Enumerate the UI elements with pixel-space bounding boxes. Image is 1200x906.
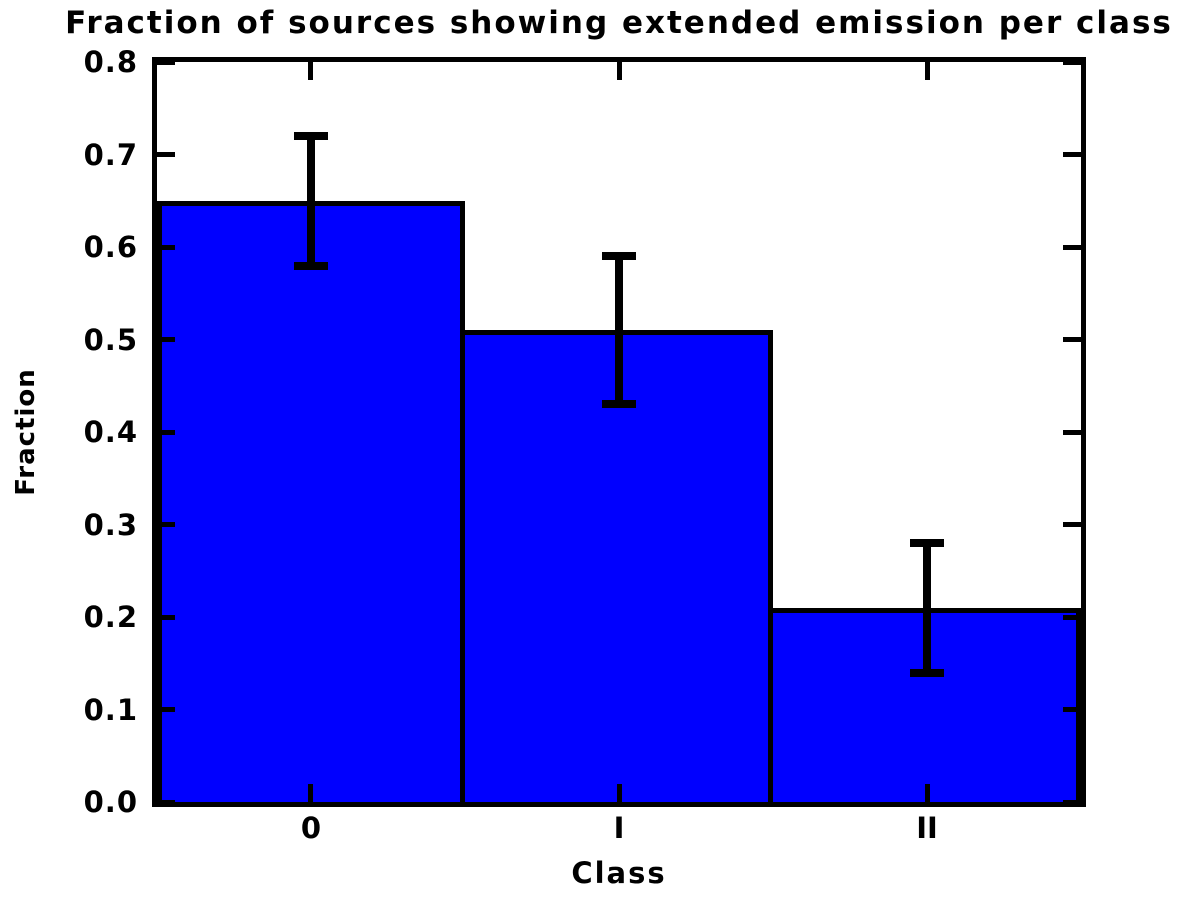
y-axis-tick (157, 799, 175, 805)
error-bar-cap (293, 132, 328, 140)
x-axis-tick (308, 784, 314, 802)
y-axis-tick (157, 152, 175, 157)
x-axis-title: Class (571, 856, 667, 890)
x-tick-label: II (916, 811, 938, 845)
y-axis-tick (157, 244, 175, 250)
y-tick-label: 0.4 (83, 415, 138, 449)
y-axis-tick (157, 522, 175, 527)
error-bar-cap (910, 538, 944, 547)
error-bar-line (306, 136, 315, 266)
x-tick-label: I (613, 811, 625, 845)
bar (157, 200, 465, 802)
y-tick-label: 0.5 (83, 322, 138, 357)
y-axis-title: Fraction (11, 368, 41, 496)
x-axis-tick (616, 62, 622, 80)
y-axis-tick (1063, 429, 1081, 435)
y-tick-label: 0.3 (83, 507, 138, 542)
y-axis-tick (1063, 337, 1081, 342)
error-bar-cap (910, 668, 944, 677)
y-tick-label: 0.1 (83, 692, 138, 727)
y-axis-tick (157, 707, 175, 712)
y-tick-label: 0.8 (83, 45, 138, 79)
error-bar-line (615, 256, 623, 405)
chart-title: Fraction of sources showing extended emi… (65, 5, 1173, 41)
x-tick-label: 0 (300, 811, 322, 845)
bar (459, 330, 773, 802)
y-tick-label: 0.2 (83, 600, 138, 634)
x-axis-tick (308, 62, 314, 80)
x-axis-tick (924, 784, 930, 802)
plot-area (152, 57, 1086, 807)
y-tick-label: 0.7 (83, 137, 138, 172)
x-axis-tick (924, 62, 930, 80)
y-axis-tick (1063, 244, 1081, 250)
y-axis-tick (1063, 799, 1081, 805)
y-axis-tick (157, 614, 175, 620)
y-axis-tick (1063, 614, 1081, 620)
plot-inner (157, 59, 1081, 805)
x-axis-tick (616, 784, 622, 802)
y-tick-label: 0.0 (83, 785, 138, 819)
y-axis-tick (1063, 522, 1081, 527)
error-bar-cap (293, 261, 328, 270)
error-bar-cap (602, 400, 636, 409)
y-tick-label: 0.6 (83, 230, 138, 264)
y-axis-tick (157, 429, 175, 435)
y-axis-tick (157, 59, 175, 65)
error-bar-cap (602, 252, 636, 261)
y-axis-tick (1063, 152, 1081, 157)
error-bar-line (923, 543, 931, 673)
y-axis-tick (157, 337, 175, 342)
y-axis-tick (1063, 707, 1081, 712)
y-axis-tick (1063, 59, 1081, 65)
